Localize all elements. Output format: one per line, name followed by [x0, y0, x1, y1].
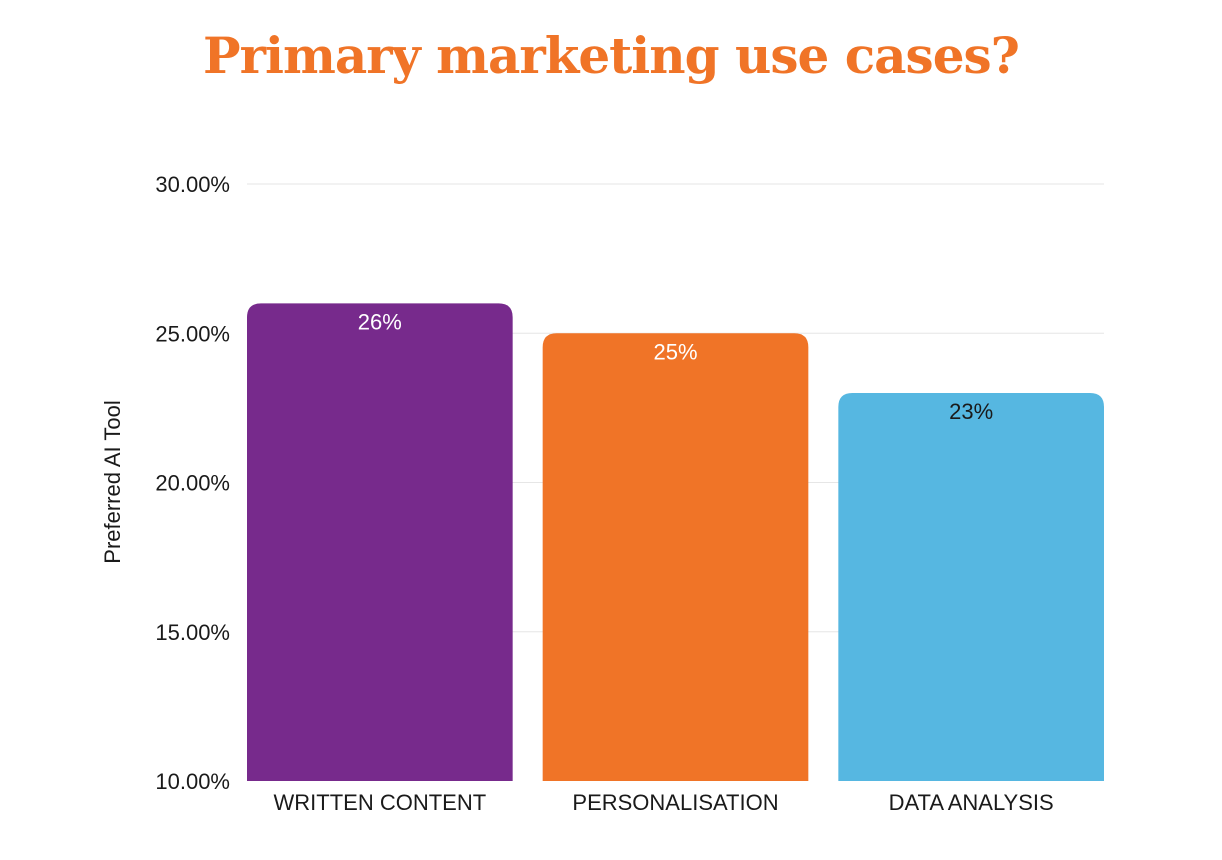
- data-label: 26%: [358, 309, 402, 334]
- y-tick-label: 25.00%: [155, 321, 230, 346]
- bar-data-analysis: [838, 392, 1104, 781]
- x-axis-category-labels: WRITTEN CONTENT PERSONALISATION DATA ANALY…: [274, 790, 1054, 815]
- x-category-label: PERSONALISATION: [572, 790, 778, 815]
- bar-written-content: [247, 303, 513, 781]
- bars: [247, 303, 1104, 781]
- bar-personalisation: [542, 333, 809, 781]
- y-tick-label: 15.00%: [155, 620, 230, 645]
- chart-title: Primary marketing use cases?: [203, 26, 1020, 85]
- y-axis-title: Preferred AI Tool: [100, 400, 125, 563]
- x-category-label: DATA ANALYSIS: [889, 790, 1054, 815]
- x-category-label: WRITTEN CONTENT: [274, 790, 487, 815]
- data-labels: 26% 25% 23%: [358, 309, 993, 424]
- y-tick-label: 10.00%: [155, 769, 230, 794]
- y-tick-label: 30.00%: [155, 172, 230, 197]
- data-label: 23%: [949, 399, 993, 424]
- y-tick-label: 20.00%: [155, 471, 230, 496]
- data-label: 25%: [653, 339, 697, 364]
- y-axis-tick-labels: 10.00% 15.00% 20.00% 25.00% 30.00%: [155, 172, 230, 794]
